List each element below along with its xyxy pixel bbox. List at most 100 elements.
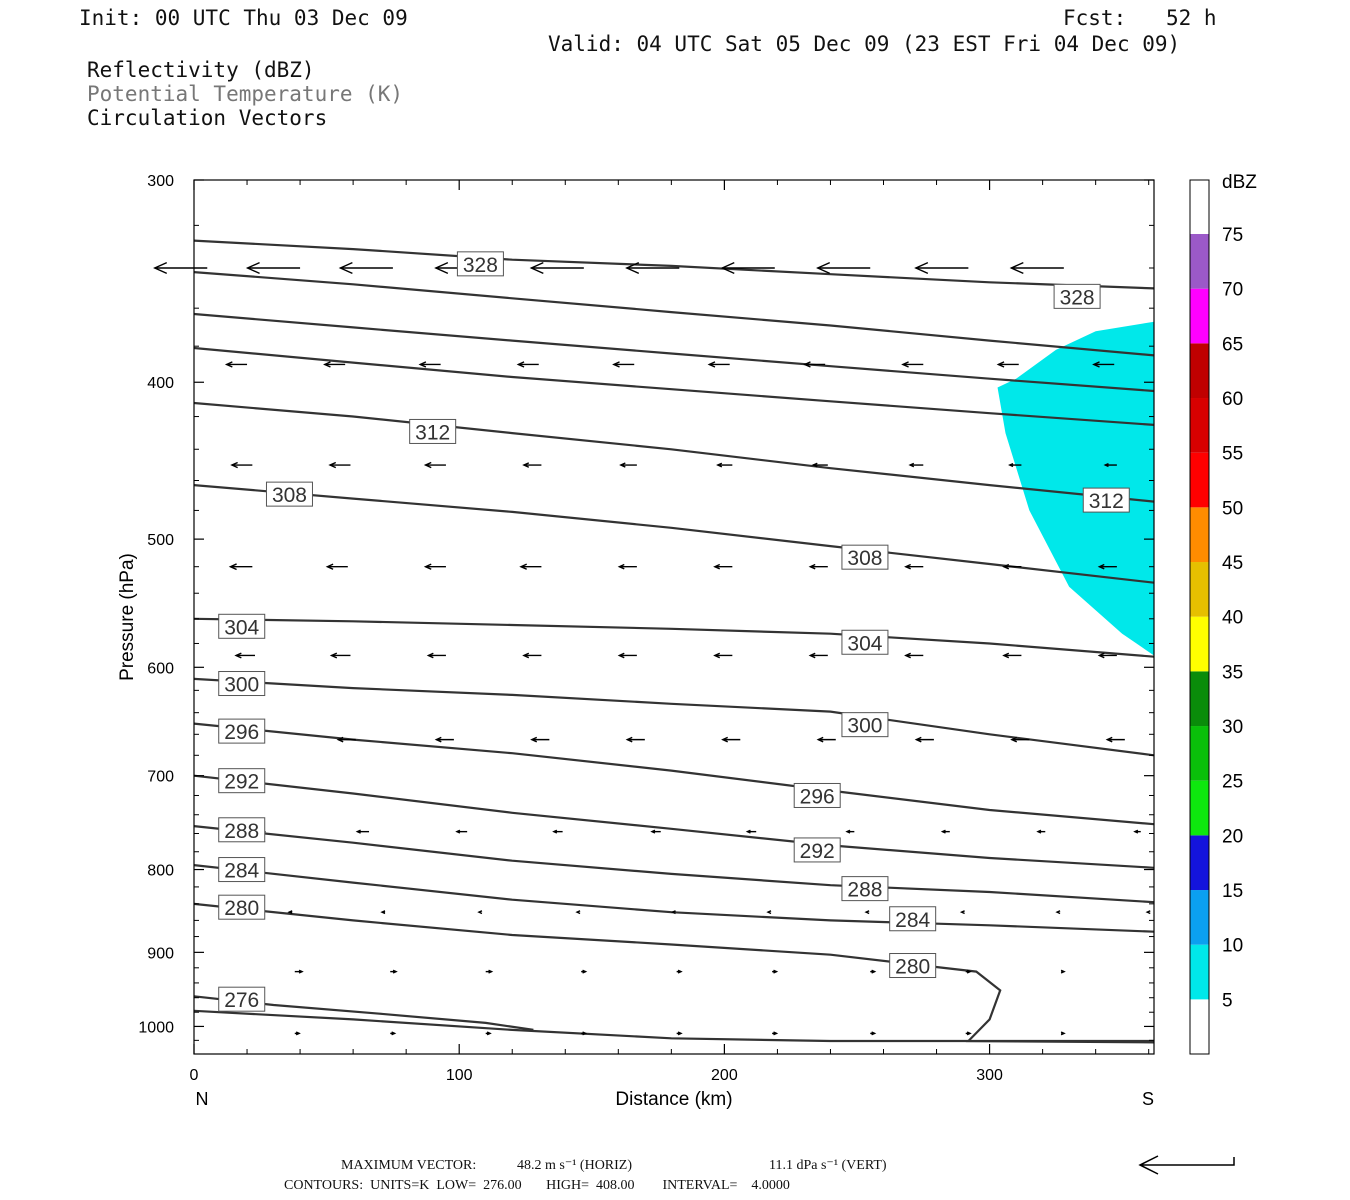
contour-label-box-328-0 [456,251,504,277]
contour-label-300-1: 300 [847,715,882,738]
contour-label-276-0: 276 [224,989,259,1012]
vector-head [228,563,237,571]
vector-head [355,829,361,834]
circulation-vector [1036,829,1046,834]
colorbar-swatch [1190,616,1209,672]
circulation-vector [1002,652,1022,659]
x-tick-label: 100 [446,1067,473,1084]
colorbar-label: 60 [1222,389,1243,410]
circulation-vector [328,461,351,469]
vector-head [1010,736,1018,743]
forecast-label: Fcst: [1063,6,1127,30]
colorbar-swatch [1190,944,1209,1000]
circulation-vector [1092,361,1115,368]
contour-label-box-296-1 [793,782,841,808]
colorbar-swatch [1190,398,1209,453]
y-tick-label: 600 [147,660,174,677]
vector-head [914,261,929,275]
vector-head [224,361,233,368]
vector-head [1060,1031,1066,1036]
theta-contour-316 [193,346,1155,426]
vector-head [811,462,818,468]
vector-head [529,261,544,275]
vector-head [325,563,334,570]
vector-head [418,361,427,368]
contour-label-box-292-1 [793,837,841,863]
circulation-vector [477,910,483,915]
circulation-vector [224,361,248,368]
circulation-vector [914,736,934,743]
circulation-vector [1133,829,1141,834]
circulation-vector [901,361,924,368]
contour-label-box-312-1 [1082,487,1130,513]
circulation-vector [581,969,588,974]
x-tick-label: 300 [976,1067,1003,1084]
circulation-vector [423,563,446,570]
circulation-vector [965,969,972,974]
vector-head [617,652,625,659]
vector-head [966,969,972,974]
theta-contour-320 [193,312,1155,393]
circulation-vector [294,1031,301,1036]
circulation-vector [1145,910,1151,915]
colorbar-swatch [1190,288,1209,344]
contour-label-box-292-0 [218,768,266,794]
vector-head [808,652,816,659]
x-tick-label: 200 [711,1067,738,1084]
colorbar-swatch [1190,890,1209,945]
x-end-label-south: S [1142,1089,1154,1109]
circulation-vector [617,563,637,570]
vector-head [766,910,772,915]
circulation-vector [676,969,683,974]
circulation-vector [845,829,855,834]
vector-head [773,1031,779,1036]
circulation-vector [707,361,730,368]
contours-info: CONTOURS: UNITS=K LOW= 276.00 HIGH= 408.… [284,1178,790,1193]
colorbar-swatch [1190,343,1209,399]
vector-head [423,461,432,469]
circulation-vector [1103,462,1117,468]
colorbar-swatch [1190,835,1209,891]
vector-head [677,1031,683,1036]
vector-head [677,969,683,974]
colorbar-label: 70 [1222,280,1243,301]
vector-head [996,361,1005,368]
vector-head [298,969,304,974]
contour-label-296-1: 296 [800,785,835,808]
circulation-vector [904,563,924,570]
vector-head [1097,652,1105,659]
circulation-vector [522,652,542,659]
valid-time: Valid: 04 UTC Sat 05 Dec 09 (23 EST Fri … [548,32,1181,56]
colorbar-label: 20 [1222,826,1243,847]
circulation-vector [230,461,253,469]
contour-label-308-0: 308 [272,484,307,507]
x-tick-label: 0 [190,1067,199,1084]
contour-label-box-304-1 [841,629,889,655]
contour-label-box-288-0 [218,817,266,843]
reflectivity-area [997,321,1154,656]
circulation-vector [323,361,346,368]
colorbar-swatch [1190,507,1209,563]
vector-head [295,1031,301,1036]
circulation-vector [940,829,950,834]
vector-head [1097,563,1105,570]
colorbar-label: 75 [1222,225,1243,246]
circulation-vector [1009,261,1064,275]
vector-head [745,829,751,834]
y-tick-label: 300 [147,173,174,190]
circulation-vector [676,1031,683,1036]
circulation-vector [485,969,494,974]
circulation-vector [418,361,441,368]
contour-label-box-308-0 [265,481,313,507]
contour-label-312-0: 312 [415,421,450,444]
vector-head [477,910,483,915]
vector-head [423,563,432,570]
vector-head [434,261,449,275]
circulation-vector [234,652,255,659]
forecast-hour: 52 h [1166,6,1217,30]
vector-head [329,652,338,659]
vector-head [1105,736,1113,743]
circulation-vector [713,652,733,659]
vector-head [901,361,909,368]
